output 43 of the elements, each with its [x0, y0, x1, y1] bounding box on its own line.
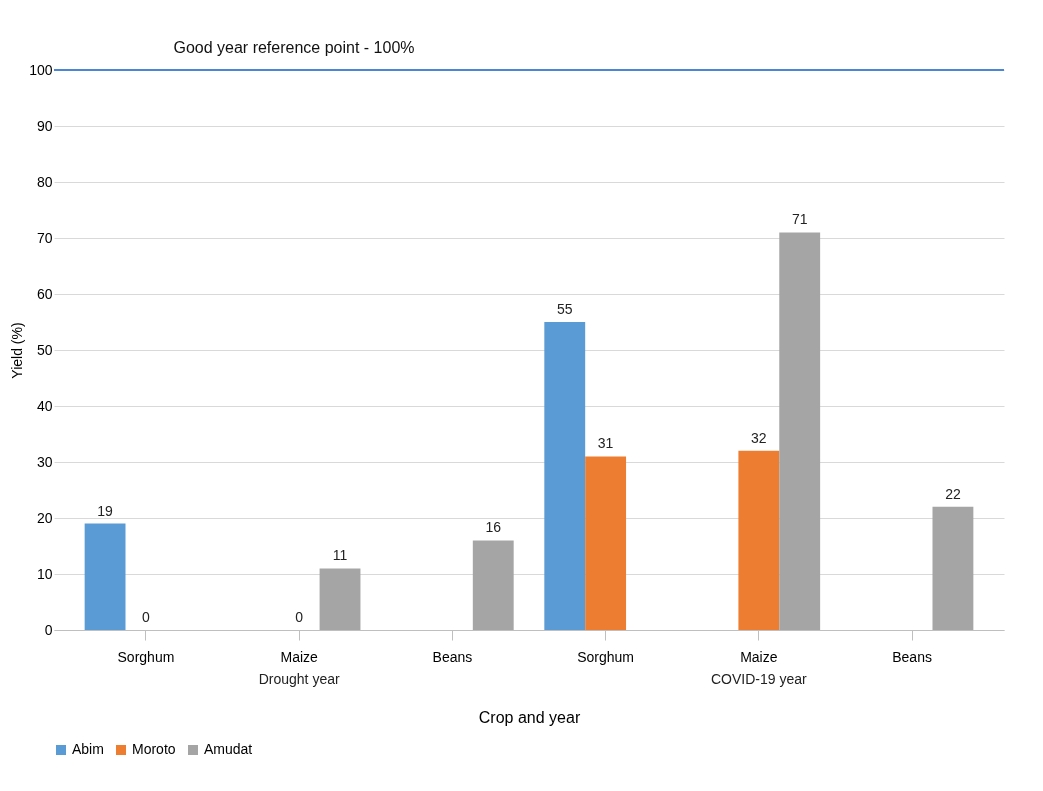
bar [738, 450, 780, 630]
data-label: 0 [142, 609, 151, 625]
data-label: 32 [751, 429, 767, 446]
x-tick-label: Sorghum [117, 648, 175, 665]
x-tick-label: Maize [280, 648, 319, 665]
data-label: 71 [791, 211, 808, 228]
legend-label: Abim [72, 741, 104, 757]
y-tick-label: 90 [36, 117, 53, 134]
legend-label: Moroto [132, 741, 176, 757]
x-axis-title: Crop and year [478, 708, 581, 726]
y-tick-label: 70 [36, 229, 53, 246]
y-tick-label: 40 [36, 397, 53, 414]
data-label: 11 [332, 547, 348, 564]
x-tick-label: Sorghum [577, 648, 635, 665]
data-label: 16 [485, 519, 502, 536]
bar [84, 523, 126, 630]
bar [319, 568, 361, 630]
data-label: 0 [295, 609, 304, 625]
bar [472, 540, 514, 630]
ref-line-label: Good year reference point - 100% [173, 39, 415, 56]
x-tick-label: Beans [892, 648, 932, 665]
legend-label: Amudat [204, 741, 253, 757]
y-tick-label: 60 [36, 285, 53, 302]
data-label: 31 [597, 435, 614, 452]
text: COVID-19 year [710, 671, 808, 687]
x-tick-label: Beans [432, 648, 473, 665]
bar [544, 322, 586, 630]
y-tick-label: 80 [36, 173, 53, 190]
data-label: 19 [97, 502, 114, 519]
y-axis-title: Yield (%) [9, 322, 26, 379]
y-tick-label: 100 [29, 61, 53, 78]
bar [932, 506, 974, 630]
y-tick-label: 20 [36, 509, 53, 526]
data-label: 22 [945, 485, 961, 502]
bar [779, 232, 821, 630]
text: Drought year [258, 671, 340, 687]
y-tick-label: 50 [36, 341, 53, 358]
y-tick-label: 0 [44, 621, 53, 638]
x-tick-label: Maize [740, 648, 778, 665]
bar [585, 456, 627, 630]
y-tick-label: 10 [36, 565, 53, 582]
data-label: 55 [556, 301, 573, 317]
y-tick-label: 30 [36, 453, 53, 470]
